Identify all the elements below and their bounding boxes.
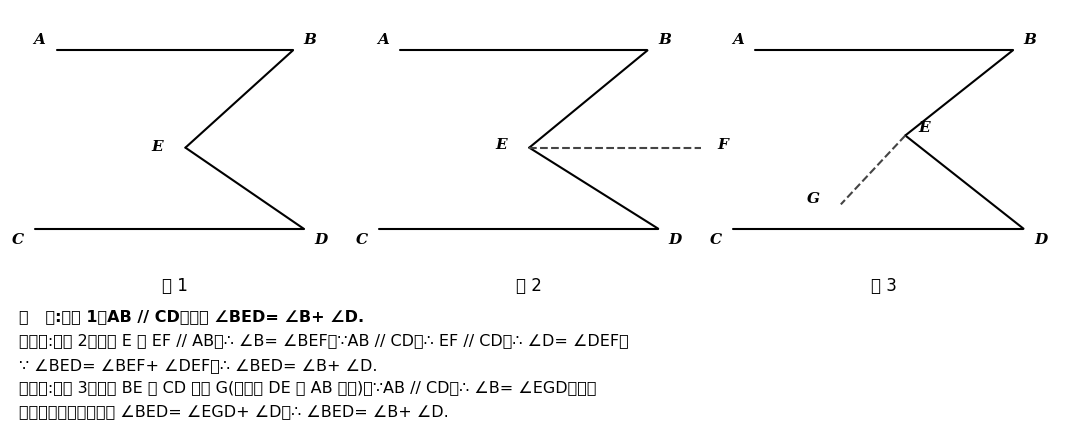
Text: 图 3: 图 3 [870, 277, 896, 295]
Text: D: D [314, 232, 327, 246]
Text: C: C [355, 232, 367, 246]
Text: A: A [377, 33, 389, 47]
Text: G: G [807, 191, 820, 206]
Text: B: B [303, 33, 316, 47]
Text: C: C [12, 232, 24, 246]
Text: E: E [151, 139, 163, 153]
Text: D: D [1034, 232, 1048, 246]
Text: E: E [919, 120, 931, 134]
Text: C: C [711, 232, 723, 246]
Text: 证法一:如图 2，过点 E 作 EF // AB，∴ ∠B= ∠BEF，∵AB // CD，∴ EF // CD，∴ ∠D= ∠DEF，: 证法一:如图 2，过点 E 作 EF // AB，∴ ∠B= ∠BEF，∵AB … [18, 333, 629, 348]
Text: F: F [717, 138, 728, 152]
Text: B: B [1024, 33, 1037, 47]
Text: ∵ ∠BED= ∠BEF+ ∠DEF，∴ ∠BED= ∠B+ ∠D.: ∵ ∠BED= ∠BEF+ ∠DEF，∴ ∠BED= ∠B+ ∠D. [18, 357, 377, 372]
Text: E: E [496, 138, 508, 152]
Text: A: A [33, 33, 45, 47]
Text: 图 1: 图 1 [162, 277, 188, 295]
Text: B: B [658, 33, 671, 47]
Text: 角形的外角定理，可得 ∠BED= ∠EGD+ ∠D，∴ ∠BED= ∠B+ ∠D.: 角形的外角定理，可得 ∠BED= ∠EGD+ ∠D，∴ ∠BED= ∠B+ ∠D… [18, 404, 448, 418]
Text: D: D [669, 232, 681, 246]
Text: A: A [732, 33, 744, 47]
Text: 证法二:如图 3，延长 BE 交 CD 于点 G(或延长 DE 与 AB 相交)，∵AB // CD，∴ ∠B= ∠EGD，由三: 证法二:如图 3，延长 BE 交 CD 于点 G(或延长 DE 与 AB 相交)… [18, 379, 596, 394]
Text: 图 2: 图 2 [516, 277, 542, 295]
Text: 已   知:如图 1，AB // CD，则有 ∠BED= ∠B+ ∠D.: 已 知:如图 1，AB // CD，则有 ∠BED= ∠B+ ∠D. [18, 309, 364, 323]
